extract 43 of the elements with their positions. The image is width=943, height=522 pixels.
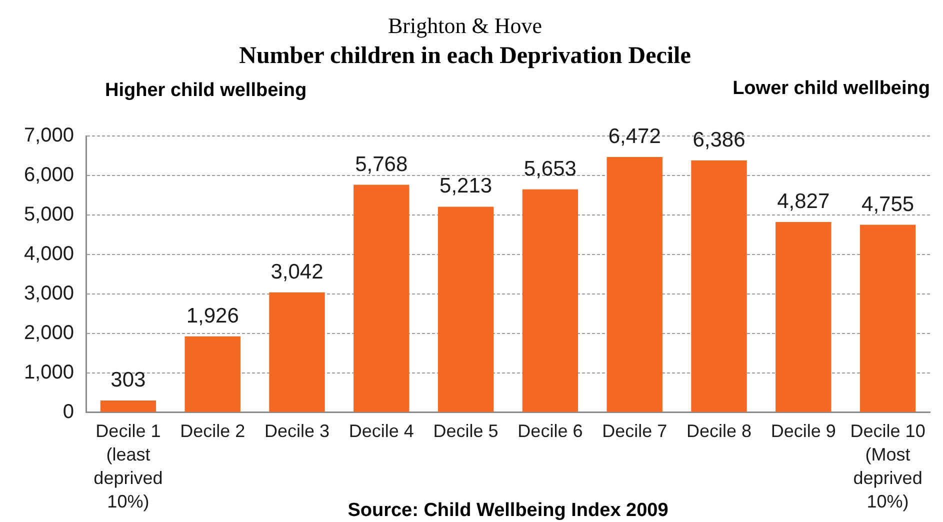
x-tick-label: Decile 8	[686, 421, 752, 442]
data-label: 5,768	[355, 152, 408, 176]
x-tick-label: Decile 6	[518, 421, 583, 442]
x-tick-label: Decile 10 (Most deprived 10%)	[850, 421, 926, 512]
y-tick-label: 6,000	[24, 164, 74, 186]
bar	[100, 400, 156, 412]
chart-title: Brighton & Hove	[388, 12, 542, 38]
x-tick-label: Decile 9	[770, 421, 836, 442]
data-label: 5,213	[440, 174, 492, 198]
x-tick-label: Decile 2	[180, 421, 246, 442]
chart-subtitle: Number children in each Deprivation Decile	[239, 43, 692, 70]
bar	[606, 157, 662, 412]
bar	[776, 222, 832, 412]
bar	[860, 224, 916, 412]
data-label: 6,386	[692, 128, 746, 152]
x-tick-label: Decile 4	[348, 421, 414, 442]
bar	[522, 189, 578, 412]
x-tick-label: Decile 1 (least deprived 10%)	[94, 421, 163, 512]
y-tick-label: 7,000	[24, 124, 74, 147]
data-label: 4,755	[862, 192, 914, 216]
data-label: 303	[110, 368, 146, 392]
y-tick-label: 5,000	[24, 204, 74, 226]
x-tick-label: Decile 5	[433, 421, 498, 442]
x-tick-label: Decile 7	[602, 421, 668, 442]
data-label: 4,827	[777, 190, 830, 213]
text: Higher child wellbeing	[105, 80, 307, 102]
bar	[269, 292, 325, 412]
bar	[691, 160, 747, 412]
bar	[438, 206, 494, 412]
source-note: Source: Child Wellbeing Index 2009	[348, 500, 668, 521]
data-label: 1,926	[186, 304, 239, 328]
y-tick-label: 0	[62, 400, 74, 423]
x-tick-label: Decile 3	[264, 421, 330, 442]
data-label: 3,042	[270, 260, 324, 284]
data-label: 5,653	[524, 157, 576, 180]
y-tick-label: 2,000	[24, 322, 74, 344]
y-tick-label: 4,000	[24, 243, 74, 266]
bar	[354, 184, 410, 412]
bar	[184, 336, 240, 412]
data-label: 6,472	[608, 125, 661, 148]
y-tick-label: 3,000	[24, 282, 74, 305]
text: Lower child wellbeing	[732, 78, 930, 100]
y-tick-label: 1,000	[24, 361, 74, 384]
